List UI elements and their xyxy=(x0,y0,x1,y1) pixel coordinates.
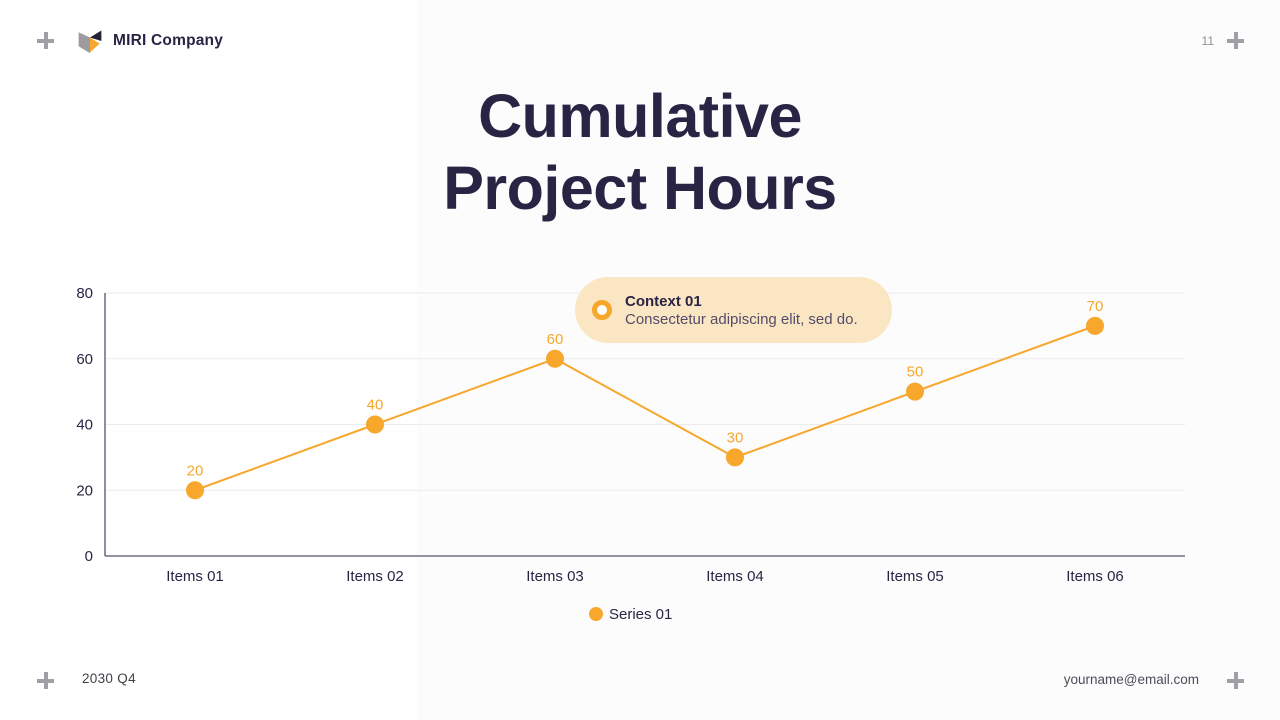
x-axis-label: Items 03 xyxy=(526,568,584,585)
chart-point xyxy=(366,415,384,434)
line-chart[interactable]: 0 20 40 60 80 Items 01 Items 02 Items 03 Items 0… xyxy=(0,270,1280,630)
company-logo-icon xyxy=(78,30,102,54)
callout-body: Consectetur adipiscing elit, sed do. xyxy=(625,310,858,328)
ring-circle-icon xyxy=(592,300,612,320)
callout-title: Context 01 xyxy=(625,292,702,310)
title-line-1: Cumulative xyxy=(478,82,802,150)
y-axis-label: 0 xyxy=(85,548,93,565)
legend-label: Series 01 xyxy=(609,606,672,623)
footer-date: 2030 Q4 xyxy=(82,671,136,686)
chart-point xyxy=(906,382,924,401)
plus-icon[interactable] xyxy=(1227,672,1244,689)
legend-dot-icon xyxy=(589,607,603,621)
brand-header: MIRI Company xyxy=(76,26,223,56)
x-axis-label: Items 06 xyxy=(1066,568,1124,585)
chart-point xyxy=(1086,316,1104,335)
context-callout[interactable]: Context 01 Consectetur adipiscing elit, … xyxy=(575,277,892,343)
x-axis-label: Items 01 xyxy=(166,568,224,585)
chart-point xyxy=(186,481,204,500)
chart-value-label: 50 xyxy=(907,364,924,381)
chart-value-label: 70 xyxy=(1087,298,1104,315)
plus-icon[interactable] xyxy=(1227,32,1244,49)
title-line-2: Project Hours xyxy=(443,154,837,222)
chart-value-label: 30 xyxy=(727,429,744,446)
chart-point xyxy=(726,448,744,467)
y-axis-label: 80 xyxy=(76,285,93,302)
plus-icon[interactable] xyxy=(37,672,54,689)
y-axis-label: 40 xyxy=(76,417,93,434)
chart-line xyxy=(194,324,1096,492)
chart-value-label: 20 xyxy=(187,462,204,479)
page-title: Cumulative Project Hours xyxy=(0,80,1280,224)
y-axis-label: 20 xyxy=(76,482,93,499)
x-axis-label: Items 05 xyxy=(886,568,944,585)
y-axis-label: 60 xyxy=(76,351,93,368)
brand-name: MIRI Company xyxy=(113,32,224,49)
x-axis-label: Items 04 xyxy=(706,568,764,585)
chart-value-label: 60 xyxy=(547,331,564,348)
chart-point xyxy=(546,349,564,368)
chart-value-label: 40 xyxy=(367,397,384,414)
footer-email: yourname@email.com xyxy=(1063,672,1199,687)
x-axis-label: Items 02 xyxy=(346,568,404,585)
page-number: 11 xyxy=(1201,34,1214,48)
plus-icon[interactable] xyxy=(37,32,54,49)
